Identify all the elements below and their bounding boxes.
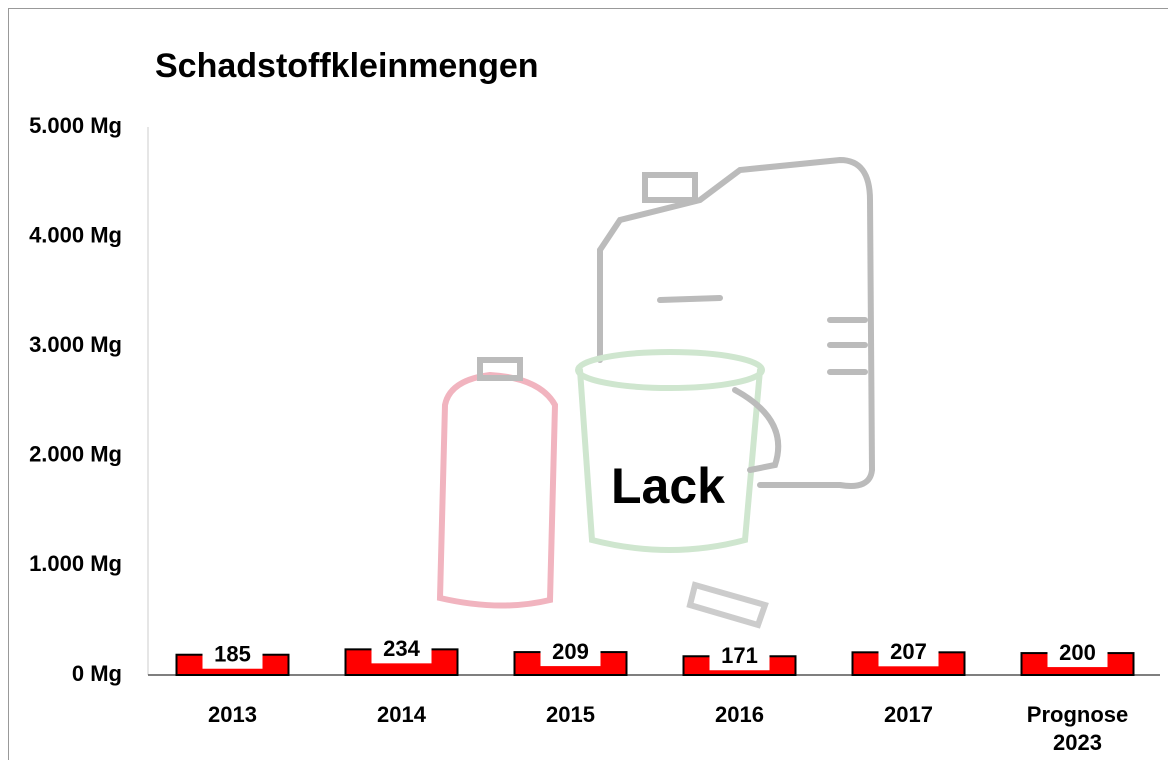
chart-title: Schadstoffkleinmengen — [155, 47, 539, 85]
data-label: 185 — [214, 642, 251, 667]
x-tick-label: 2014 — [327, 701, 477, 729]
x-tick-label: 2015 — [496, 701, 646, 729]
y-tick-label: 2.000 Mg — [29, 442, 122, 467]
svg-text:Lack: Lack — [611, 458, 725, 514]
y-tick-label: 5.000 Mg — [29, 113, 122, 138]
chart-canvas: Lack Schadstoffkleinmengen 0 Mg 1.000 Mg 2… — [0, 0, 1168, 760]
x-tick-label: 2017 — [834, 701, 984, 729]
data-label: 171 — [721, 643, 758, 668]
y-tick-label: 3.000 Mg — [29, 332, 122, 357]
x-tick-label: 2013 — [158, 701, 308, 729]
data-label: 209 — [552, 639, 589, 664]
y-tick-label: 1.000 Mg — [29, 551, 122, 576]
data-label: 207 — [890, 639, 927, 664]
y-tick-label: 4.000 Mg — [29, 222, 122, 247]
illustration: Lack — [440, 160, 872, 625]
x-tick-label: 2016 — [665, 701, 815, 729]
data-label: 200 — [1059, 640, 1096, 665]
chart: Lack Schadstoffkleinmengen 0 Mg 1.000 Mg 2… — [0, 0, 1168, 760]
data-label: 234 — [383, 636, 420, 661]
y-tick-label: 0 Mg — [72, 661, 122, 686]
x-tick-label: Prognose 2023 — [1003, 701, 1153, 757]
